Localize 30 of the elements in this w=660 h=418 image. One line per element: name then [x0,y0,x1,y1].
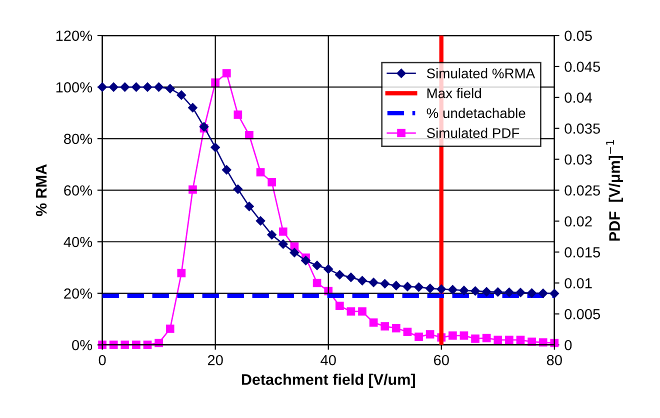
legend-label: % undetachable [426,108,526,118]
y2-tick-label: 0.04 [564,92,592,103]
legend-label: Simulated PDF [426,128,520,138]
y2-tick-label: 0.005 [564,309,600,320]
y2-tick-label: 0 [564,340,572,350]
y2-tick-label: 0.01 [564,278,592,288]
y-tick-label: 20% [64,288,92,299]
x-tick-label: 20 [208,354,223,366]
y-axis-title: % RMA [36,164,47,216]
y-tick-label: 60% [64,185,92,196]
x-axis-title: Detachment field [V/um] [242,374,415,388]
ref-line-label: Max field [427,88,481,98]
y2-tick-label: 0.045 [564,62,600,72]
legend-label: Simulated %RMA [426,68,536,78]
x-tick-label: 40 [320,354,336,366]
y-tick-label: 120% [56,30,92,41]
y2-tick-label: 0.05 [564,30,592,41]
y-tick-label: 40% [64,236,92,248]
x-tick-label: 0 [98,354,106,366]
y2-tick-label: 0.02 [564,216,592,227]
y2-tick-label: 0.035 [564,123,600,134]
y2-tick-label: 0.03 [564,154,592,165]
y-tick-label: 0% [72,340,92,350]
x-tick-label: 80 [546,354,562,366]
y2-tick-label: 0.015 [564,247,600,258]
y2-axis-title: PDF [V/μm]$^{−1}$ [606,140,623,241]
y-tick-label: 100% [56,82,92,93]
x-tick-label: 60 [434,354,449,366]
y-tick-label: 80% [64,134,92,144]
y2-tick-label: 0.025 [564,185,600,196]
